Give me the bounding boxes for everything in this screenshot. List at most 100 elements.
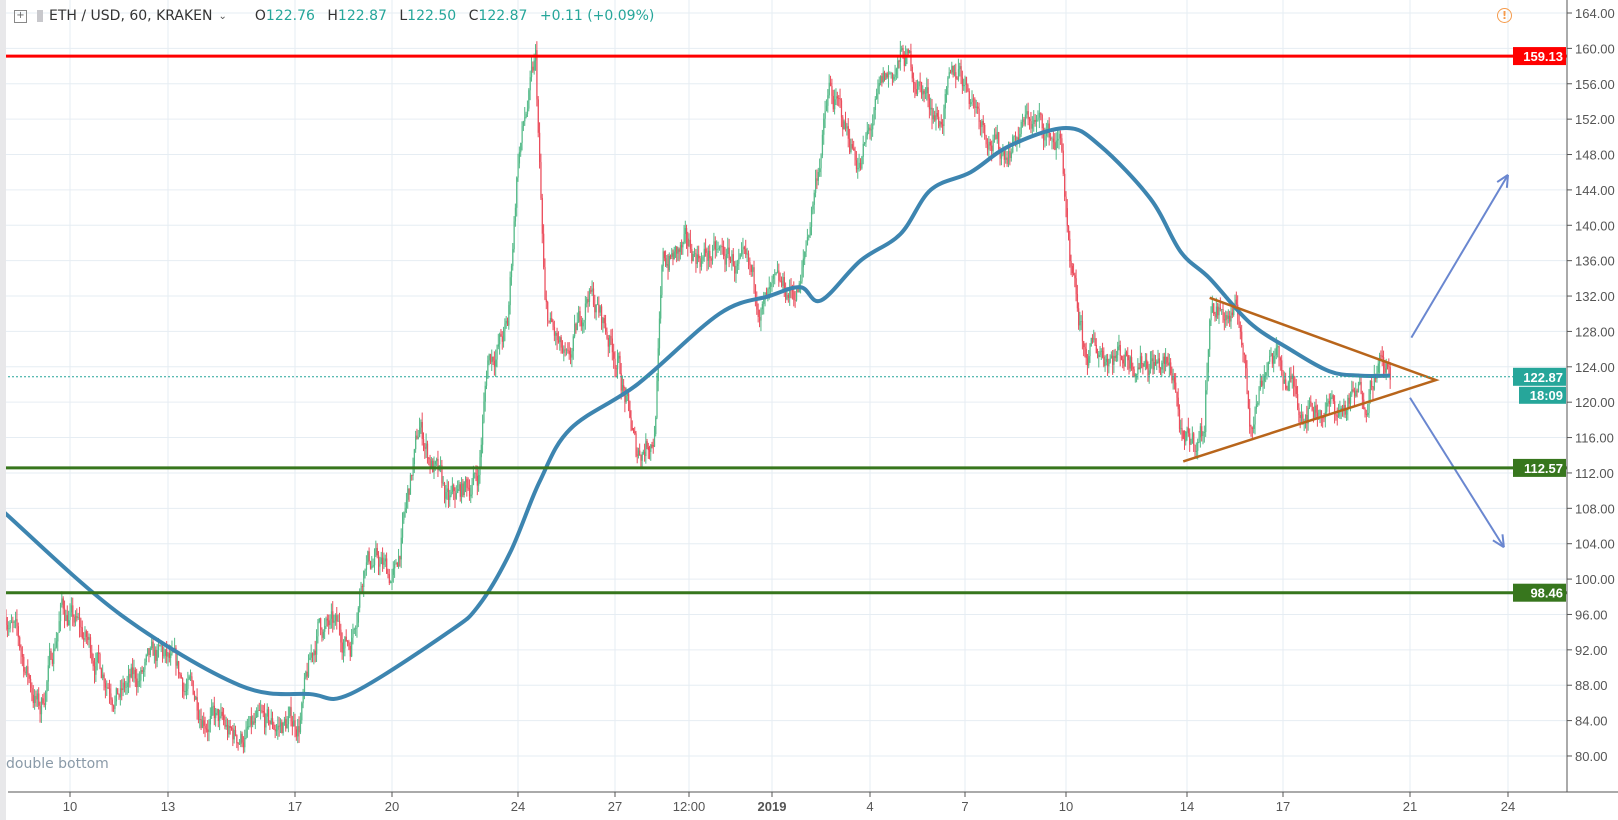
candle xyxy=(1091,334,1094,344)
candle-body xyxy=(1093,338,1095,340)
candle-body xyxy=(978,108,980,122)
candle xyxy=(1201,417,1203,442)
candle-body xyxy=(1091,337,1094,340)
candle xyxy=(1160,367,1162,376)
candle xyxy=(645,433,647,464)
level-price-label: 112.57 xyxy=(1524,461,1563,476)
candle xyxy=(88,633,90,648)
candle-body xyxy=(25,666,28,674)
candle-body xyxy=(69,612,71,621)
candle-body xyxy=(616,358,619,370)
candle-body xyxy=(918,81,920,87)
moving-average-line[interactable] xyxy=(3,125,1391,701)
candle xyxy=(375,540,377,558)
candle xyxy=(1198,430,1200,444)
candle xyxy=(463,481,465,498)
candle-body xyxy=(338,620,341,630)
candle-body xyxy=(1206,372,1208,391)
candle-body xyxy=(661,266,663,295)
candle xyxy=(634,426,636,436)
candle-body xyxy=(1183,438,1186,442)
candle xyxy=(543,224,545,270)
candle xyxy=(1036,114,1038,133)
candle-body xyxy=(491,356,493,363)
candle-body xyxy=(652,444,654,447)
candle xyxy=(890,71,892,79)
expand-icon[interactable]: + xyxy=(14,9,27,23)
candle-body xyxy=(472,473,475,486)
candle xyxy=(376,543,378,559)
candle-body xyxy=(1285,379,1287,389)
candle xyxy=(1194,444,1196,459)
candle xyxy=(62,596,64,615)
candle xyxy=(1246,360,1248,395)
symbol-title[interactable]: ETH / USD, 60, KRAKEN xyxy=(49,8,213,24)
candle-body xyxy=(787,294,790,298)
candle-body xyxy=(855,160,858,170)
candle xyxy=(940,114,942,128)
candle xyxy=(607,334,609,357)
candle xyxy=(501,331,503,350)
candle xyxy=(451,477,454,495)
arrow-drawing[interactable] xyxy=(1409,397,1505,549)
candle-body xyxy=(1083,341,1085,347)
candle xyxy=(241,731,243,748)
candle xyxy=(1207,348,1210,382)
plot-area[interactable] xyxy=(0,0,1567,792)
candle-body xyxy=(1166,356,1168,363)
candle-body xyxy=(1070,261,1072,267)
candle xyxy=(260,700,262,720)
candle xyxy=(79,606,81,638)
candle xyxy=(149,646,152,658)
candle xyxy=(1062,143,1064,177)
candle-body xyxy=(1282,370,1284,384)
candle-body xyxy=(644,451,646,457)
flag-icon[interactable] xyxy=(37,10,43,22)
candle xyxy=(1117,341,1119,362)
candle xyxy=(272,711,274,730)
candle-body xyxy=(85,631,88,637)
candle xyxy=(665,250,667,267)
candle-body xyxy=(889,73,891,75)
symmetrical-triangle-drawing[interactable] xyxy=(1182,296,1440,463)
candle xyxy=(1273,350,1275,373)
candle-body xyxy=(192,680,194,695)
candle-body xyxy=(402,520,404,538)
candle-body xyxy=(1299,414,1301,419)
candle xyxy=(801,260,803,284)
candle xyxy=(1330,393,1332,407)
left-scrollbar[interactable] xyxy=(0,0,6,820)
candle-body xyxy=(868,127,870,131)
time-tick-label: 12:00 xyxy=(673,799,706,814)
chevron-down-icon[interactable]: ⌄ xyxy=(218,10,227,22)
candle-body xyxy=(587,298,589,302)
candle-body xyxy=(522,121,525,127)
candle xyxy=(220,703,222,719)
candle-body xyxy=(106,687,108,689)
candle-body xyxy=(878,82,880,87)
candle-body xyxy=(379,564,381,567)
candle-body xyxy=(1147,368,1149,376)
candle-body xyxy=(1254,408,1256,425)
arrow-drawing[interactable] xyxy=(1410,174,1509,339)
candle-body xyxy=(1022,119,1024,122)
candle xyxy=(426,440,429,464)
candle xyxy=(352,623,354,645)
price-tick-label: 148.00 xyxy=(1575,148,1615,163)
candle-body xyxy=(237,743,239,744)
candle-body xyxy=(1104,361,1106,366)
candle xyxy=(743,245,746,255)
candle-body xyxy=(984,125,986,136)
candle xyxy=(1136,373,1138,383)
candle-body xyxy=(1143,362,1145,367)
candle xyxy=(390,580,392,584)
candle-body xyxy=(454,491,456,499)
candle-body xyxy=(858,162,860,168)
candle-body xyxy=(926,87,928,94)
candle xyxy=(840,98,843,128)
candle-body xyxy=(182,678,184,692)
candle-body xyxy=(62,598,64,609)
alert-icon[interactable]: ! xyxy=(1497,8,1512,23)
candle-body xyxy=(857,167,859,170)
